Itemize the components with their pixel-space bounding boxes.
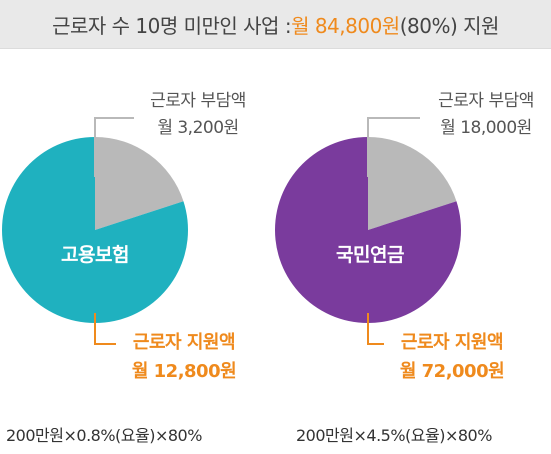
pension-worker-share-label: 근로자 부담액 월 18,000원 — [406, 88, 551, 142]
pension-worker-share-title: 근로자 부담액 — [438, 91, 534, 111]
employment-support-title: 근로자 지원액 — [132, 332, 236, 353]
pension-support-label: 근로자 지원액 월 72,000원 — [372, 328, 532, 386]
employment-worker-share-title: 근로자 부담액 — [150, 91, 246, 111]
pension-support-value: 월 72,000원 — [399, 361, 505, 382]
employment-worker-leader-line — [94, 117, 134, 177]
banner-highlight: 월 84,800원 — [291, 13, 400, 38]
employment-support-leader-line — [94, 313, 116, 345]
pension-slice-worker-share — [368, 137, 457, 230]
banner-suffix: (80%) 지원 — [399, 13, 500, 38]
pension-formula: 200만원×4.5%(요율)×80% — [296, 426, 492, 445]
employment-insurance-title: 고용보험 — [61, 244, 129, 266]
employment-support-label: 근로자 지원액 월 12,800원 — [104, 328, 264, 386]
pension-worker-share-value: 월 18,000원 — [440, 118, 532, 138]
pension-support-leader-line — [367, 313, 384, 345]
employment-slice-support — [2, 137, 189, 323]
employment-support-value: 월 12,800원 — [131, 361, 237, 382]
pension-worker-leader-line — [367, 117, 420, 177]
employment-formula: 200만원×0.8%(요율)×80% — [6, 426, 202, 445]
employment-worker-share-label: 근로자 부담액 월 3,200원 — [118, 88, 278, 142]
pension-support-title: 근로자 지원액 — [400, 332, 504, 353]
employment-slice-worker-share — [95, 137, 184, 230]
pension-slice-support — [275, 137, 461, 323]
headline-banner: 근로자 수 10명 미만인 사업 : 월 84,800원 (80%) 지원 — [0, 0, 551, 49]
employment-worker-share-value: 월 3,200원 — [157, 118, 239, 138]
national-pension-title: 국민연금 — [336, 244, 404, 266]
banner-prefix: 근로자 수 10명 미만인 사업 : — [52, 13, 292, 38]
